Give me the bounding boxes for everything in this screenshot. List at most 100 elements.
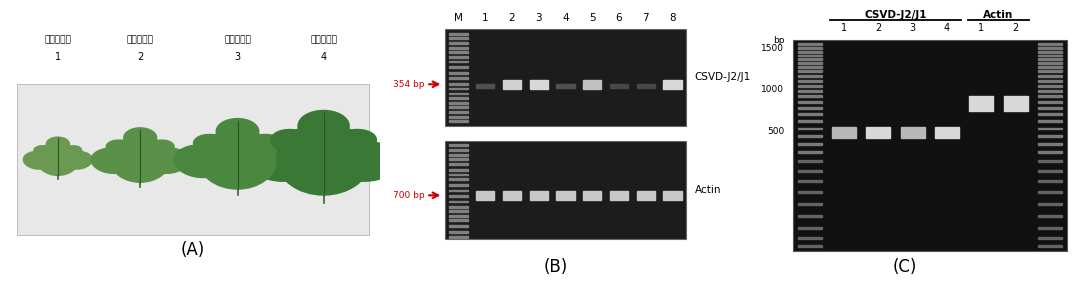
- Bar: [1037, 215, 1062, 217]
- Bar: [797, 62, 822, 64]
- Bar: [1037, 135, 1062, 137]
- Bar: [610, 84, 628, 88]
- Ellipse shape: [334, 129, 376, 153]
- Text: 700 bp: 700 bp: [393, 191, 424, 200]
- Bar: [797, 90, 822, 92]
- Bar: [797, 58, 822, 60]
- Bar: [969, 96, 994, 111]
- Ellipse shape: [271, 129, 314, 153]
- Ellipse shape: [246, 145, 301, 178]
- Bar: [1037, 101, 1062, 103]
- Bar: [1037, 227, 1062, 229]
- Bar: [901, 127, 924, 138]
- Bar: [1037, 66, 1062, 68]
- Text: bp: bp: [773, 36, 784, 45]
- Bar: [1037, 85, 1062, 87]
- Text: CSVD-J2/J1: CSVD-J2/J1: [865, 10, 927, 20]
- Bar: [1037, 55, 1062, 57]
- Bar: [797, 203, 822, 205]
- Text: 1: 1: [54, 52, 61, 62]
- Bar: [1037, 80, 1062, 82]
- Bar: [1037, 58, 1062, 60]
- Bar: [449, 236, 468, 238]
- Text: 6: 6: [615, 13, 623, 23]
- Ellipse shape: [247, 142, 314, 181]
- Bar: [797, 143, 822, 145]
- Bar: [1037, 237, 1062, 239]
- Bar: [449, 102, 468, 104]
- Bar: [476, 191, 495, 200]
- Bar: [449, 47, 468, 49]
- Bar: [449, 149, 468, 151]
- Bar: [797, 95, 822, 97]
- Bar: [449, 92, 468, 94]
- Bar: [1004, 96, 1027, 111]
- FancyBboxPatch shape: [445, 29, 686, 126]
- Bar: [449, 144, 468, 146]
- Text: 1: 1: [482, 13, 488, 23]
- Bar: [797, 85, 822, 87]
- Bar: [797, 75, 822, 77]
- Bar: [449, 83, 468, 85]
- Bar: [449, 116, 468, 118]
- Bar: [449, 42, 468, 44]
- Text: 8: 8: [669, 13, 676, 23]
- Bar: [797, 237, 822, 239]
- Text: 3: 3: [909, 23, 916, 33]
- Bar: [1037, 160, 1062, 162]
- Bar: [935, 127, 959, 138]
- Bar: [449, 37, 468, 39]
- Ellipse shape: [91, 148, 133, 173]
- Bar: [449, 210, 468, 212]
- Bar: [449, 201, 468, 202]
- Bar: [1037, 47, 1062, 49]
- Bar: [449, 206, 468, 208]
- Text: 1000: 1000: [762, 85, 784, 94]
- Text: 1: 1: [841, 23, 847, 33]
- Bar: [1037, 113, 1062, 115]
- Text: 신신마창원: 신신마창원: [127, 36, 154, 44]
- Bar: [449, 120, 468, 122]
- Bar: [610, 191, 628, 200]
- Text: 3: 3: [535, 13, 542, 23]
- Bar: [797, 160, 822, 162]
- Bar: [797, 191, 822, 193]
- Ellipse shape: [298, 110, 349, 141]
- Bar: [797, 120, 822, 122]
- Bar: [449, 56, 468, 58]
- Bar: [1037, 191, 1062, 193]
- Bar: [1037, 152, 1062, 154]
- Ellipse shape: [47, 137, 69, 151]
- Text: 354 bp: 354 bp: [393, 80, 424, 89]
- Bar: [1037, 245, 1062, 247]
- Bar: [637, 191, 655, 200]
- Bar: [583, 191, 601, 200]
- Bar: [797, 127, 822, 129]
- Bar: [449, 111, 468, 113]
- Bar: [1037, 170, 1062, 172]
- Bar: [1037, 90, 1062, 92]
- FancyBboxPatch shape: [445, 141, 686, 238]
- Ellipse shape: [277, 123, 371, 195]
- Bar: [867, 127, 891, 138]
- Bar: [449, 215, 468, 217]
- Bar: [797, 227, 822, 229]
- Bar: [476, 84, 495, 88]
- Bar: [449, 33, 468, 35]
- Bar: [797, 47, 822, 49]
- Bar: [1037, 180, 1062, 182]
- Ellipse shape: [146, 148, 189, 173]
- Bar: [1037, 62, 1062, 64]
- FancyBboxPatch shape: [16, 84, 369, 235]
- Bar: [557, 191, 575, 200]
- Bar: [1037, 203, 1062, 205]
- Bar: [1037, 120, 1062, 122]
- Bar: [529, 191, 548, 200]
- Bar: [502, 80, 521, 89]
- Bar: [449, 97, 468, 99]
- Bar: [529, 80, 548, 89]
- Text: 1: 1: [979, 23, 984, 33]
- Bar: [449, 106, 468, 108]
- Text: 3: 3: [234, 52, 241, 62]
- Text: CSVD-J2/J1: CSVD-J2/J1: [694, 72, 751, 82]
